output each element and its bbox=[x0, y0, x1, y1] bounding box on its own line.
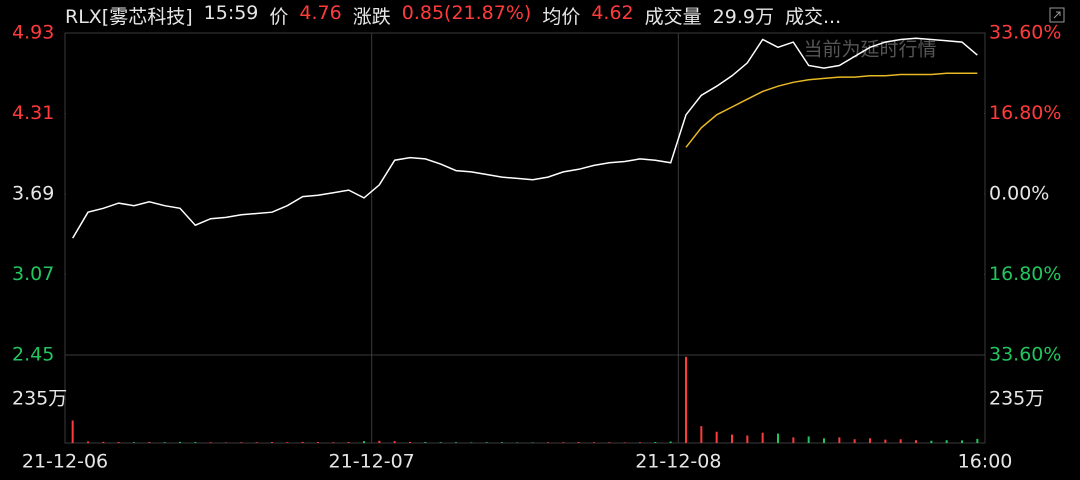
x-tick-label: 21-12-06 bbox=[22, 451, 108, 473]
volume-bar bbox=[915, 440, 917, 443]
price-line bbox=[72, 37, 978, 239]
header-item: 0.85(21.87%) bbox=[401, 2, 532, 24]
header-item: 29.9万 bbox=[712, 6, 774, 28]
volume-tick-label: 235万 bbox=[989, 388, 1044, 410]
volume-bar bbox=[133, 442, 135, 443]
volume-bar bbox=[838, 437, 841, 443]
volume-bar bbox=[777, 433, 779, 443]
volume-bar bbox=[976, 438, 979, 443]
volume-bar bbox=[255, 442, 258, 443]
volume-bar bbox=[439, 442, 442, 443]
header-item: 成交量 bbox=[644, 6, 702, 28]
volume-bar bbox=[87, 441, 89, 443]
volume-bar bbox=[225, 442, 227, 443]
volume-bar bbox=[209, 442, 212, 443]
volume-bar bbox=[363, 441, 365, 443]
x-tick-label: 16:00 bbox=[958, 451, 1013, 473]
volume-bar bbox=[71, 420, 74, 443]
x-tick-label: 21-12-08 bbox=[635, 451, 721, 473]
volume-bar bbox=[102, 441, 105, 443]
header-item: 4.62 bbox=[591, 2, 634, 24]
tick-label: 33.60% bbox=[989, 22, 1061, 44]
volume-bar bbox=[715, 431, 718, 443]
volume-bar bbox=[823, 438, 825, 443]
volume-bar bbox=[317, 442, 319, 443]
volume-bar bbox=[347, 442, 350, 443]
volume-bar bbox=[424, 442, 427, 443]
tick-label: 16.80% bbox=[989, 263, 1061, 285]
volume-bar bbox=[271, 442, 273, 443]
stock-name: RLX[雾芯科技] bbox=[65, 6, 193, 28]
tick-label: 4.31 bbox=[12, 102, 54, 124]
header-item: 均价 bbox=[542, 6, 581, 28]
volume-bar bbox=[899, 439, 902, 443]
header-item: 4.76 bbox=[299, 2, 342, 24]
tick-label: 2.45 bbox=[12, 344, 54, 366]
volume-bar bbox=[516, 442, 519, 443]
header-item: 价 bbox=[269, 6, 289, 28]
volume-bar bbox=[961, 440, 963, 443]
tick-label: 3.07 bbox=[12, 263, 54, 285]
volume-bar bbox=[501, 442, 503, 443]
volume-bar bbox=[654, 442, 657, 443]
volume-bar bbox=[547, 442, 549, 443]
tick-label: 33.60% bbox=[989, 344, 1061, 366]
volume-bar bbox=[669, 441, 672, 443]
expand-icon[interactable] bbox=[1049, 7, 1065, 23]
volume-bar bbox=[194, 442, 197, 443]
tick-label: 0.00% bbox=[989, 183, 1049, 205]
volume-bar bbox=[608, 442, 611, 443]
tick-label: 3.69 bbox=[12, 183, 54, 205]
volume-bar bbox=[485, 442, 488, 443]
header-item: 涨跌 bbox=[352, 6, 391, 28]
volume-bar bbox=[148, 442, 151, 443]
volume-bar bbox=[700, 426, 703, 443]
volume-bar bbox=[685, 356, 687, 443]
volume-bar bbox=[455, 442, 457, 443]
volume-bar bbox=[531, 442, 534, 443]
volume-bar bbox=[930, 440, 933, 443]
tick-label: 16.80% bbox=[989, 102, 1061, 124]
tick-label: 4.93 bbox=[12, 22, 54, 44]
frame bbox=[64, 32, 986, 444]
volume-bar bbox=[332, 442, 335, 443]
volume-bar bbox=[792, 437, 795, 443]
volume-tick-label: 235万 bbox=[12, 388, 67, 410]
header-item: 15:59 bbox=[203, 2, 259, 24]
volume-bar bbox=[593, 442, 595, 443]
price-line bbox=[685, 72, 978, 148]
volume-bar bbox=[562, 442, 565, 443]
x-tick-label: 21-12-07 bbox=[329, 451, 415, 473]
volume-bar bbox=[393, 441, 396, 443]
volume-bar bbox=[853, 439, 856, 443]
volume-bar bbox=[884, 439, 887, 443]
volume-bar bbox=[746, 435, 749, 443]
volume-bar bbox=[301, 441, 304, 443]
volume-bar bbox=[117, 442, 120, 443]
volume-bar bbox=[623, 442, 626, 443]
volume-bar bbox=[731, 434, 733, 443]
watermark: 当前为延时行情 bbox=[803, 39, 936, 61]
volume-bar bbox=[577, 442, 580, 443]
volume-bar bbox=[163, 442, 166, 443]
volume-bar bbox=[807, 436, 810, 443]
volume-bar bbox=[761, 432, 764, 443]
volume-bar bbox=[179, 441, 181, 443]
volume-bar bbox=[286, 442, 289, 443]
volume-bar bbox=[470, 442, 473, 443]
volume-bar bbox=[378, 440, 381, 443]
volume-bar bbox=[409, 441, 411, 443]
volume-bar bbox=[945, 440, 948, 443]
header-item: 成交... bbox=[784, 6, 842, 28]
volume-bar bbox=[869, 438, 871, 443]
volume-bar bbox=[639, 442, 641, 443]
header: RLX[雾芯科技] 15:59 价 4.76 涨跌 0.85(21.87%) 均价 4.62 成… bbox=[65, 2, 841, 29]
volume-bar bbox=[240, 442, 243, 443]
